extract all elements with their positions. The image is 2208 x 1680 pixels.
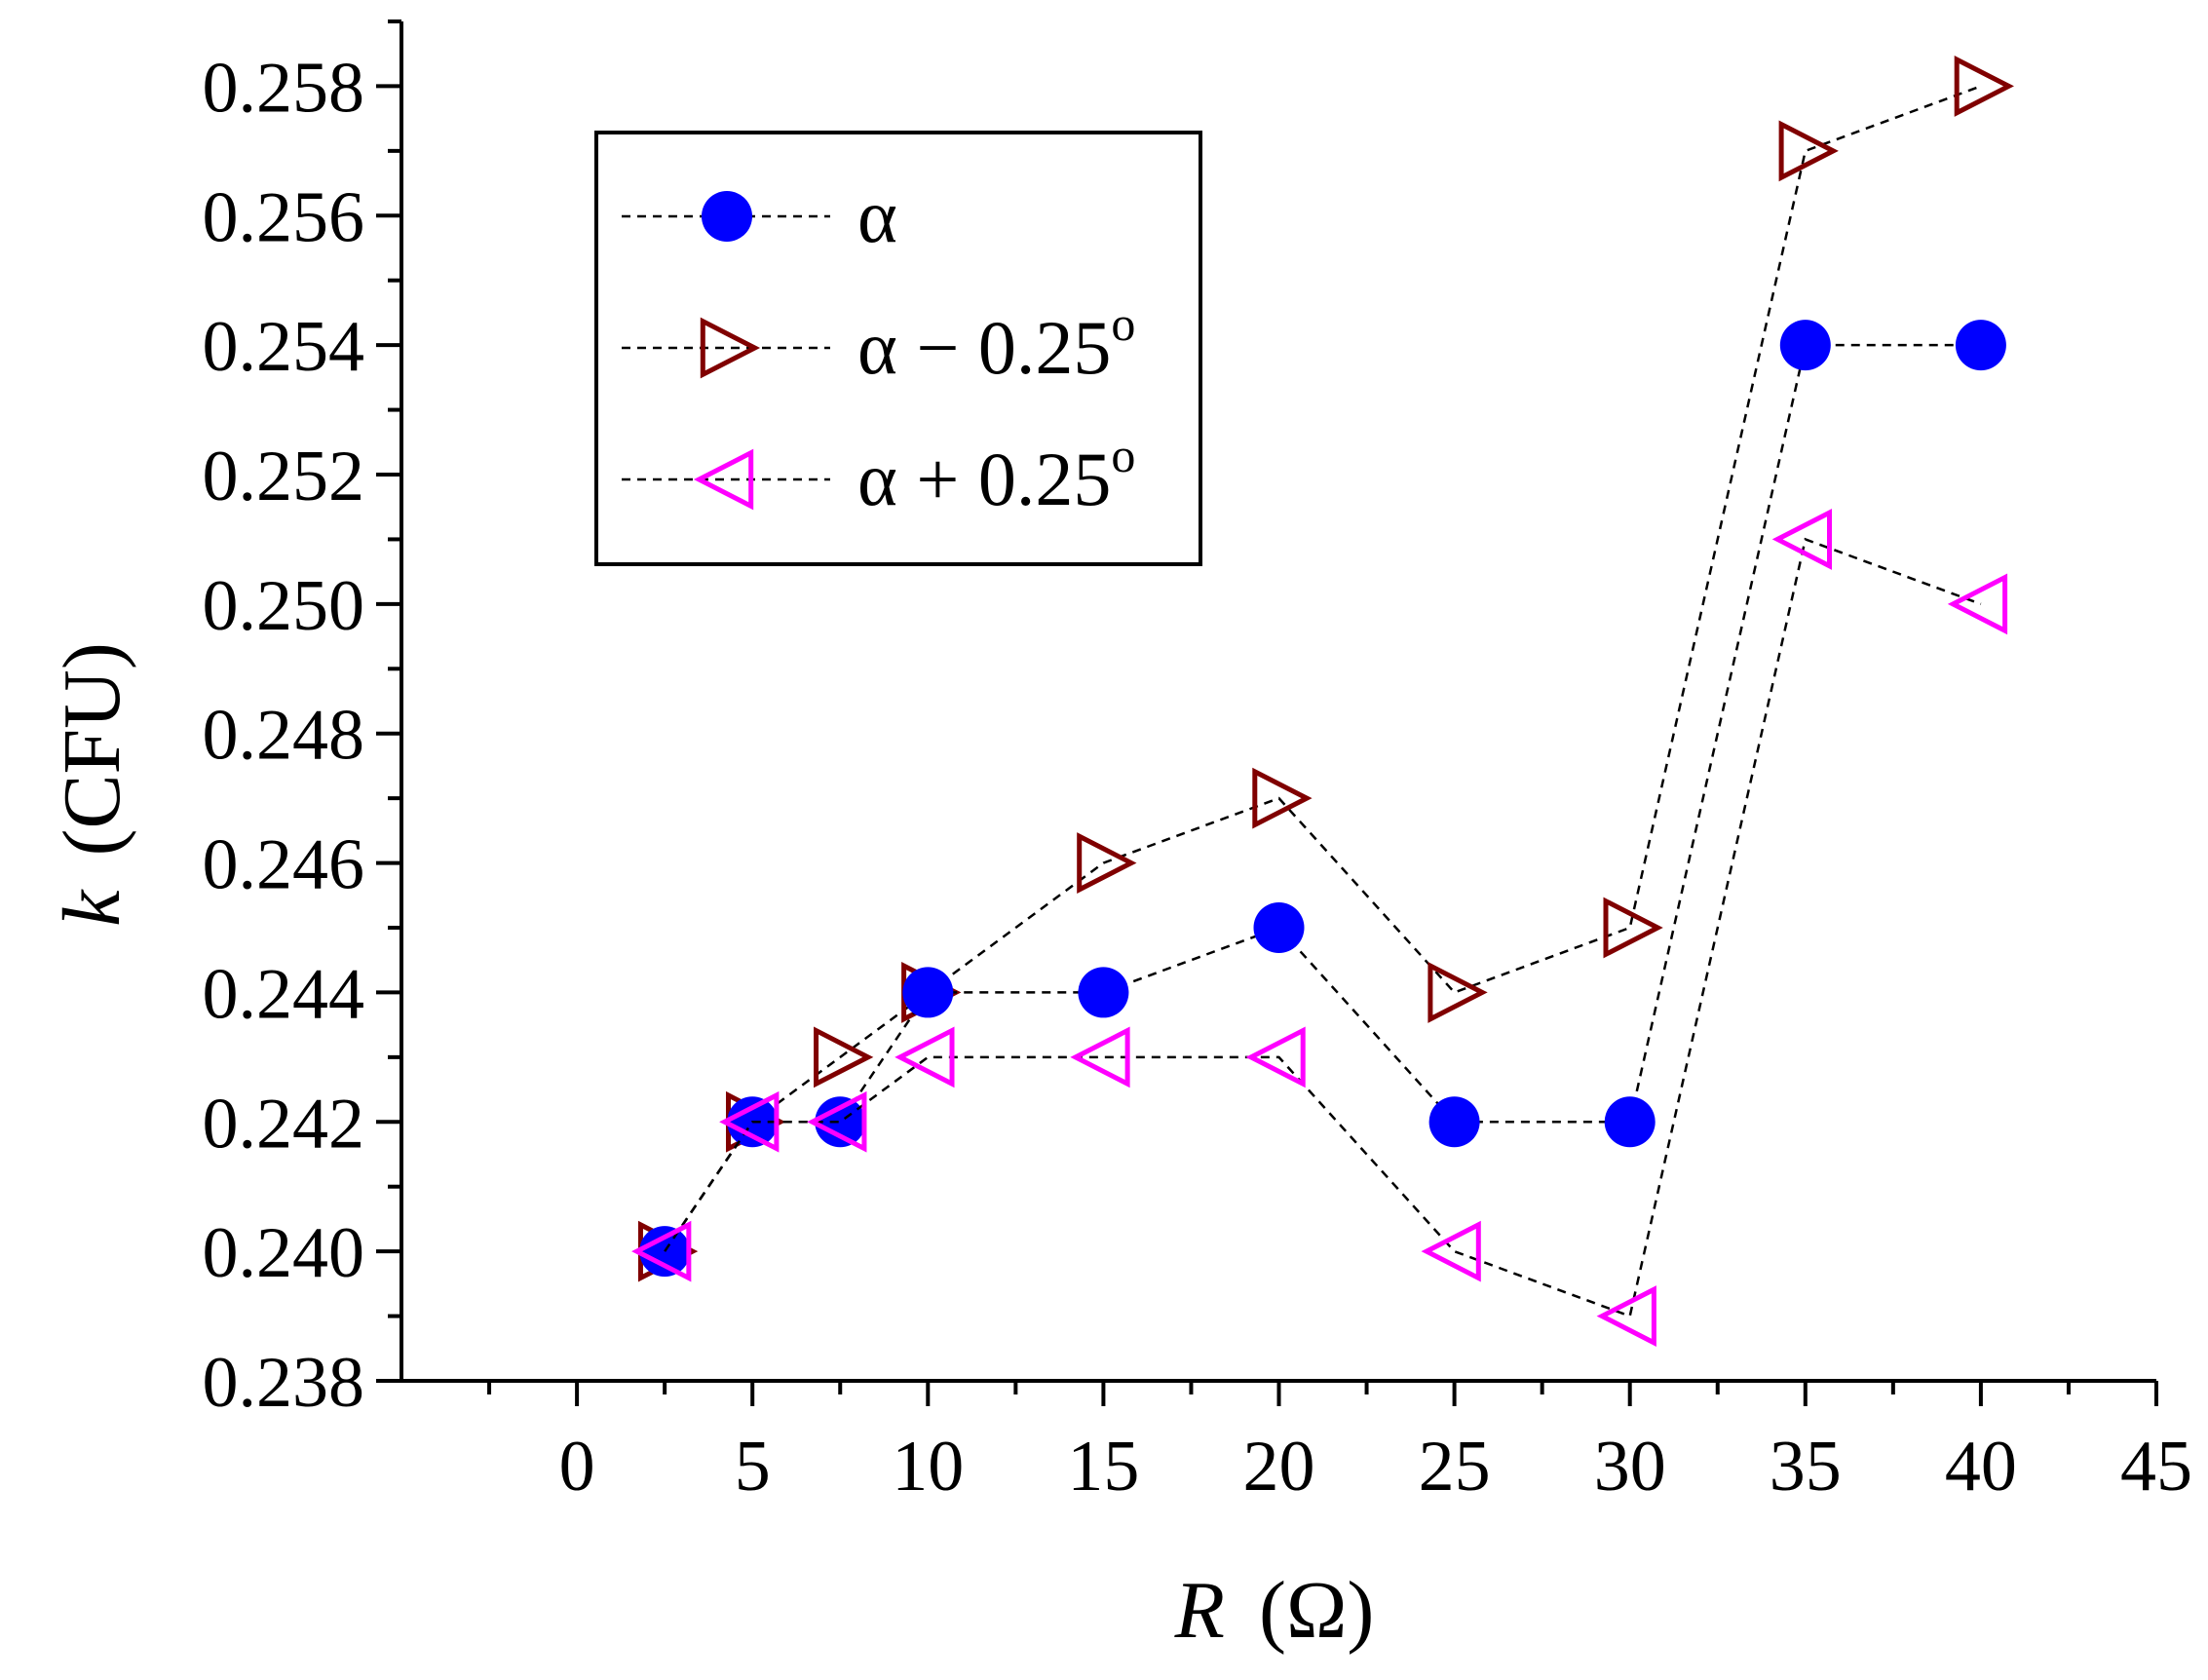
- y-axis-title: k (CFU): [47, 642, 137, 927]
- y-tick-label: 0.256: [203, 177, 365, 257]
- data-point: [814, 1026, 874, 1088]
- x-tick-label: 10: [892, 1427, 964, 1507]
- y-tick-label: 0.254: [203, 307, 365, 387]
- legend-marker: [702, 191, 752, 242]
- x-tick-label: 35: [1770, 1427, 1842, 1507]
- legend-marker: [693, 448, 754, 511]
- x-tick-label: 5: [735, 1427, 771, 1507]
- series-1: [639, 320, 2006, 1278]
- y-tick-label: 0.246: [203, 825, 365, 905]
- data-point: [631, 1220, 692, 1282]
- data-point: [1596, 1285, 1656, 1347]
- data-point: [895, 1026, 955, 1088]
- legend-label-text: α + 0.25: [857, 437, 1111, 521]
- data-point: [807, 1090, 867, 1153]
- x-tick-label: 40: [1945, 1427, 2017, 1507]
- data-point: [1070, 1026, 1130, 1088]
- data-point: [1771, 509, 1832, 570]
- data-point: [1252, 767, 1313, 829]
- data-point: [1253, 902, 1305, 953]
- y-tick-label: 0.238: [203, 1343, 365, 1423]
- y-tick-label: 0.242: [203, 1084, 365, 1164]
- x-tick-label: 30: [1594, 1427, 1666, 1507]
- data-point: [1778, 120, 1839, 182]
- series-3: [631, 509, 2008, 1347]
- series-line: [664, 537, 1982, 1318]
- legend-label: α: [857, 173, 897, 258]
- legend-label: α − 0.25o: [857, 296, 1135, 390]
- y-axis-title-var: k: [47, 889, 137, 927]
- y-tick-label: 0.248: [203, 696, 365, 776]
- series-layer: [631, 56, 2014, 1347]
- y-tick-label: 0.244: [203, 954, 365, 1034]
- legend-label-degree: o: [1111, 428, 1135, 482]
- data-point: [719, 1090, 780, 1153]
- x-tick-label: 25: [1419, 1427, 1491, 1507]
- legend-label: α + 0.25o: [857, 428, 1135, 521]
- x-axis-title-unit: (Ω): [1259, 1565, 1374, 1656]
- x-tick-label: 45: [2120, 1427, 2192, 1507]
- data-point: [1077, 832, 1137, 894]
- y-tick-label: 0.250: [203, 566, 365, 646]
- legend-marker: [700, 317, 761, 379]
- data-point: [1078, 967, 1129, 1018]
- legend-label-text: α: [857, 173, 897, 258]
- legend-label-degree: o: [1111, 296, 1135, 351]
- data-point: [1955, 320, 2006, 371]
- data-point: [1603, 897, 1663, 959]
- x-tick-label: 20: [1243, 1427, 1315, 1507]
- data-point: [1428, 962, 1488, 1023]
- data-point: [815, 1096, 866, 1148]
- x-tick-label: 0: [559, 1427, 595, 1507]
- data-point: [1428, 1096, 1480, 1148]
- x-axis-title-var: R: [1174, 1565, 1225, 1656]
- axes: 0 5 10 15 20 25 30 35 40 45 0.238 0.240 0.242 0.244 0.…: [203, 19, 2192, 1507]
- series-line: [664, 343, 1981, 1252]
- data-point: [1604, 1096, 1656, 1148]
- series-line: [664, 85, 1982, 1252]
- legend-label-text: α − 0.25: [857, 305, 1111, 390]
- data-point: [1954, 56, 2014, 117]
- y-tick-label: 0.252: [203, 437, 365, 516]
- y-tick-label: 0.258: [203, 48, 365, 128]
- legend-box: [594, 131, 1202, 566]
- data-point: [1245, 1026, 1306, 1088]
- data-point: [902, 967, 954, 1018]
- x-tick-label: 15: [1067, 1427, 1139, 1507]
- data-point: [1421, 1220, 1481, 1282]
- data-point: [1779, 320, 1831, 371]
- y-tick-label: 0.240: [203, 1213, 365, 1293]
- data-point: [1947, 573, 2008, 635]
- y-axis-title-unit: (CFU): [47, 642, 137, 856]
- x-axis-title: R (Ω): [1174, 1565, 1375, 1656]
